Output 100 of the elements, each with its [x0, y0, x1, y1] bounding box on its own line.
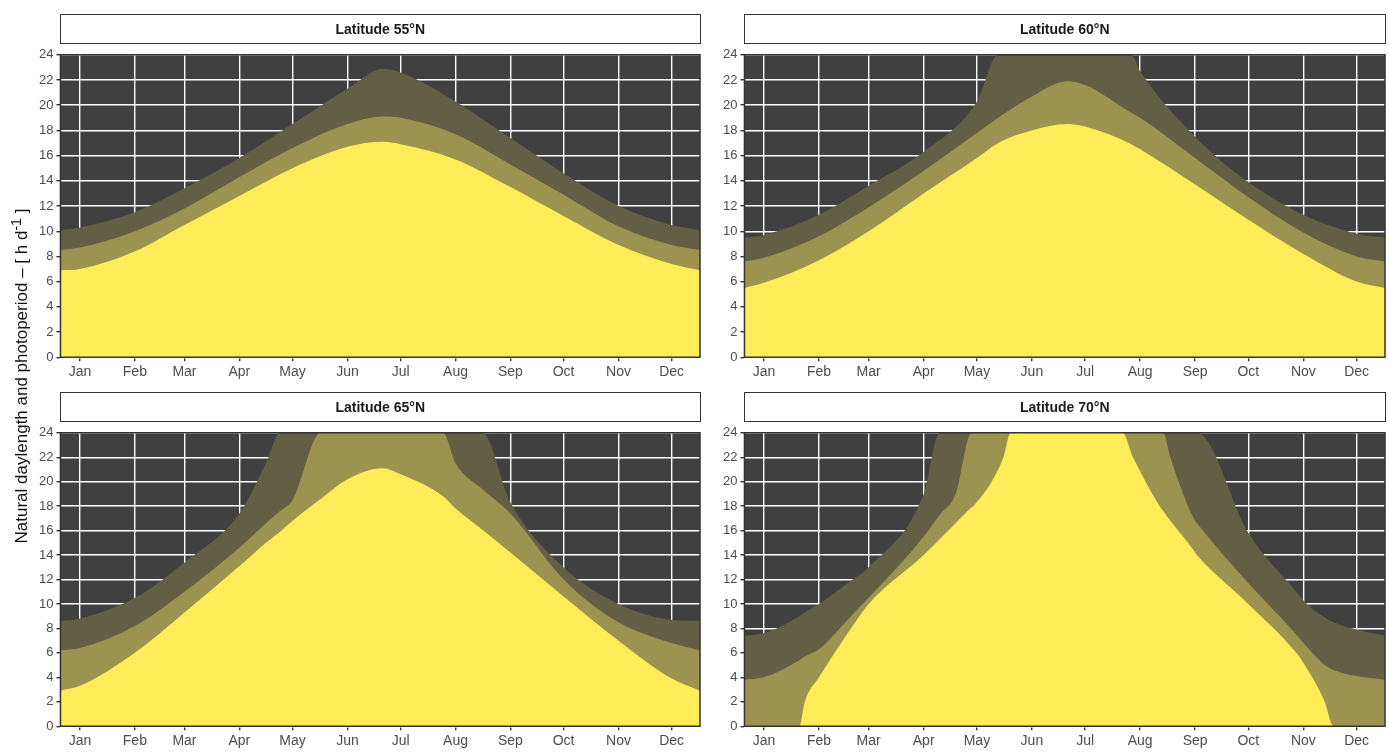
x-tick-label: Apr: [912, 732, 935, 749]
y-tick-label: 10: [722, 222, 738, 238]
y-tick-label: 8: [730, 247, 738, 263]
y-tick-label: 14: [38, 546, 54, 562]
x-tick-label: Dec: [659, 732, 685, 749]
y-tick-label: 20: [38, 96, 54, 112]
y-tick-label: 14: [722, 546, 738, 562]
x-tick-label: Mar: [172, 363, 197, 380]
y-tick-label: 24: [38, 46, 54, 62]
x-tick-label: May: [279, 732, 306, 749]
y-tick-label: 10: [722, 595, 738, 611]
y-tick-label: 2: [730, 693, 738, 709]
y-tick-label: 8: [46, 619, 54, 635]
x-tick-label: Dec: [659, 363, 685, 380]
y-tick-label: 16: [38, 522, 54, 538]
y-tick-label: 16: [38, 147, 54, 163]
y-tick-label: 18: [722, 121, 738, 137]
x-tick-label: May: [963, 363, 991, 380]
x-tick-label: Aug: [443, 732, 468, 749]
x-tick-label: Sep: [497, 363, 524, 380]
y-tick-label: 12: [722, 197, 738, 213]
y-tick-label: 2: [46, 323, 54, 339]
y-tick-label: 4: [730, 298, 738, 314]
x-tick-label: Jul: [391, 732, 410, 749]
x-tick-label: Oct: [552, 363, 575, 380]
y-tick-label: 24: [38, 424, 54, 440]
x-tick-label: Sep: [1182, 363, 1208, 380]
chart-title: Latitude 55°N: [59, 14, 701, 44]
y-tick-label: 2: [46, 693, 54, 709]
y-tick-label: 0: [46, 717, 54, 733]
y-tick-label: 20: [722, 473, 738, 489]
y-tick-label: 2: [730, 323, 738, 339]
x-tick-label: May: [963, 732, 991, 749]
y-tick-label: 16: [722, 522, 738, 538]
y-tick-label: 12: [38, 197, 54, 213]
x-tick-label: Jun: [336, 363, 359, 380]
x-tick-label: Apr: [912, 363, 935, 380]
y-tick-label: 4: [46, 298, 54, 314]
x-tick-label: Nov: [606, 732, 631, 749]
y-tick-label: 0: [46, 348, 54, 364]
x-tick-label: Feb: [122, 363, 148, 380]
y-tick-label: 20: [722, 96, 738, 112]
y-tick-label: 18: [38, 497, 54, 513]
y-tick-label: 18: [38, 121, 54, 137]
y-tick-label: 16: [722, 147, 738, 163]
y-tick-label: 6: [730, 273, 738, 289]
x-tick-label: Jul: [1076, 732, 1095, 749]
y-tick-label: 24: [722, 424, 738, 440]
y-tick-label: 6: [46, 273, 54, 289]
x-tick-label: Nov: [1290, 363, 1316, 380]
y-tick-label: 0: [730, 348, 738, 364]
chart-title: Latitude 65°N: [59, 392, 701, 422]
chart-title: Latitude 70°N: [743, 392, 1386, 422]
y-tick-label: 20: [38, 473, 54, 489]
x-tick-label: May: [279, 363, 306, 380]
x-tick-label: Dec: [1344, 732, 1370, 749]
y-tick-label: 22: [38, 448, 54, 464]
y-tick-label: 12: [722, 571, 738, 587]
x-tick-label: Feb: [806, 732, 832, 749]
x-tick-label: Apr: [228, 732, 251, 749]
y-tick-label: 4: [46, 668, 54, 684]
x-tick-label: Jan: [752, 732, 776, 749]
x-tick-label: Sep: [1182, 732, 1208, 749]
x-tick-label: Sep: [497, 732, 524, 749]
x-tick-label: Jan: [68, 363, 92, 380]
y-tick-label: 12: [38, 571, 54, 587]
y-tick-label: 22: [722, 448, 738, 464]
x-tick-label: Jun: [1020, 363, 1044, 380]
x-tick-label: Feb: [122, 732, 148, 749]
y-tick-label: 22: [722, 71, 738, 87]
x-tick-label: Jul: [391, 363, 410, 380]
y-tick-label: 24: [722, 46, 738, 62]
x-tick-label: Feb: [806, 363, 832, 380]
x-tick-label: Jul: [1076, 363, 1095, 380]
x-tick-label: Jun: [336, 732, 359, 749]
y-tick-label: 6: [46, 644, 54, 660]
x-tick-label: Mar: [172, 732, 197, 749]
y-tick-label: 14: [38, 172, 54, 188]
y-tick-label: 8: [730, 619, 738, 635]
y-tick-label: 6: [730, 644, 738, 660]
x-tick-label: Oct: [1237, 732, 1260, 749]
y-tick-label: 10: [38, 222, 54, 238]
x-tick-label: Aug: [1127, 732, 1153, 749]
x-tick-label: Apr: [228, 363, 251, 380]
y-tick-label: 18: [722, 497, 738, 513]
y-tick-label: 14: [722, 172, 738, 188]
x-tick-label: Oct: [1237, 363, 1260, 380]
x-tick-label: Oct: [552, 732, 575, 749]
y-tick-label: 8: [46, 247, 54, 263]
x-tick-label: Nov: [606, 363, 631, 380]
y-tick-label: 10: [38, 595, 54, 611]
x-tick-label: Mar: [856, 732, 882, 749]
y-tick-label: 0: [730, 717, 738, 733]
x-tick-label: Nov: [1290, 732, 1316, 749]
y-tick-label: 22: [38, 71, 54, 87]
y-tick-label: 4: [730, 668, 738, 684]
x-tick-label: Aug: [443, 363, 468, 380]
chart-title: Latitude 60°N: [743, 14, 1386, 44]
x-tick-label: Aug: [1127, 363, 1153, 380]
x-tick-label: Dec: [1344, 363, 1370, 380]
